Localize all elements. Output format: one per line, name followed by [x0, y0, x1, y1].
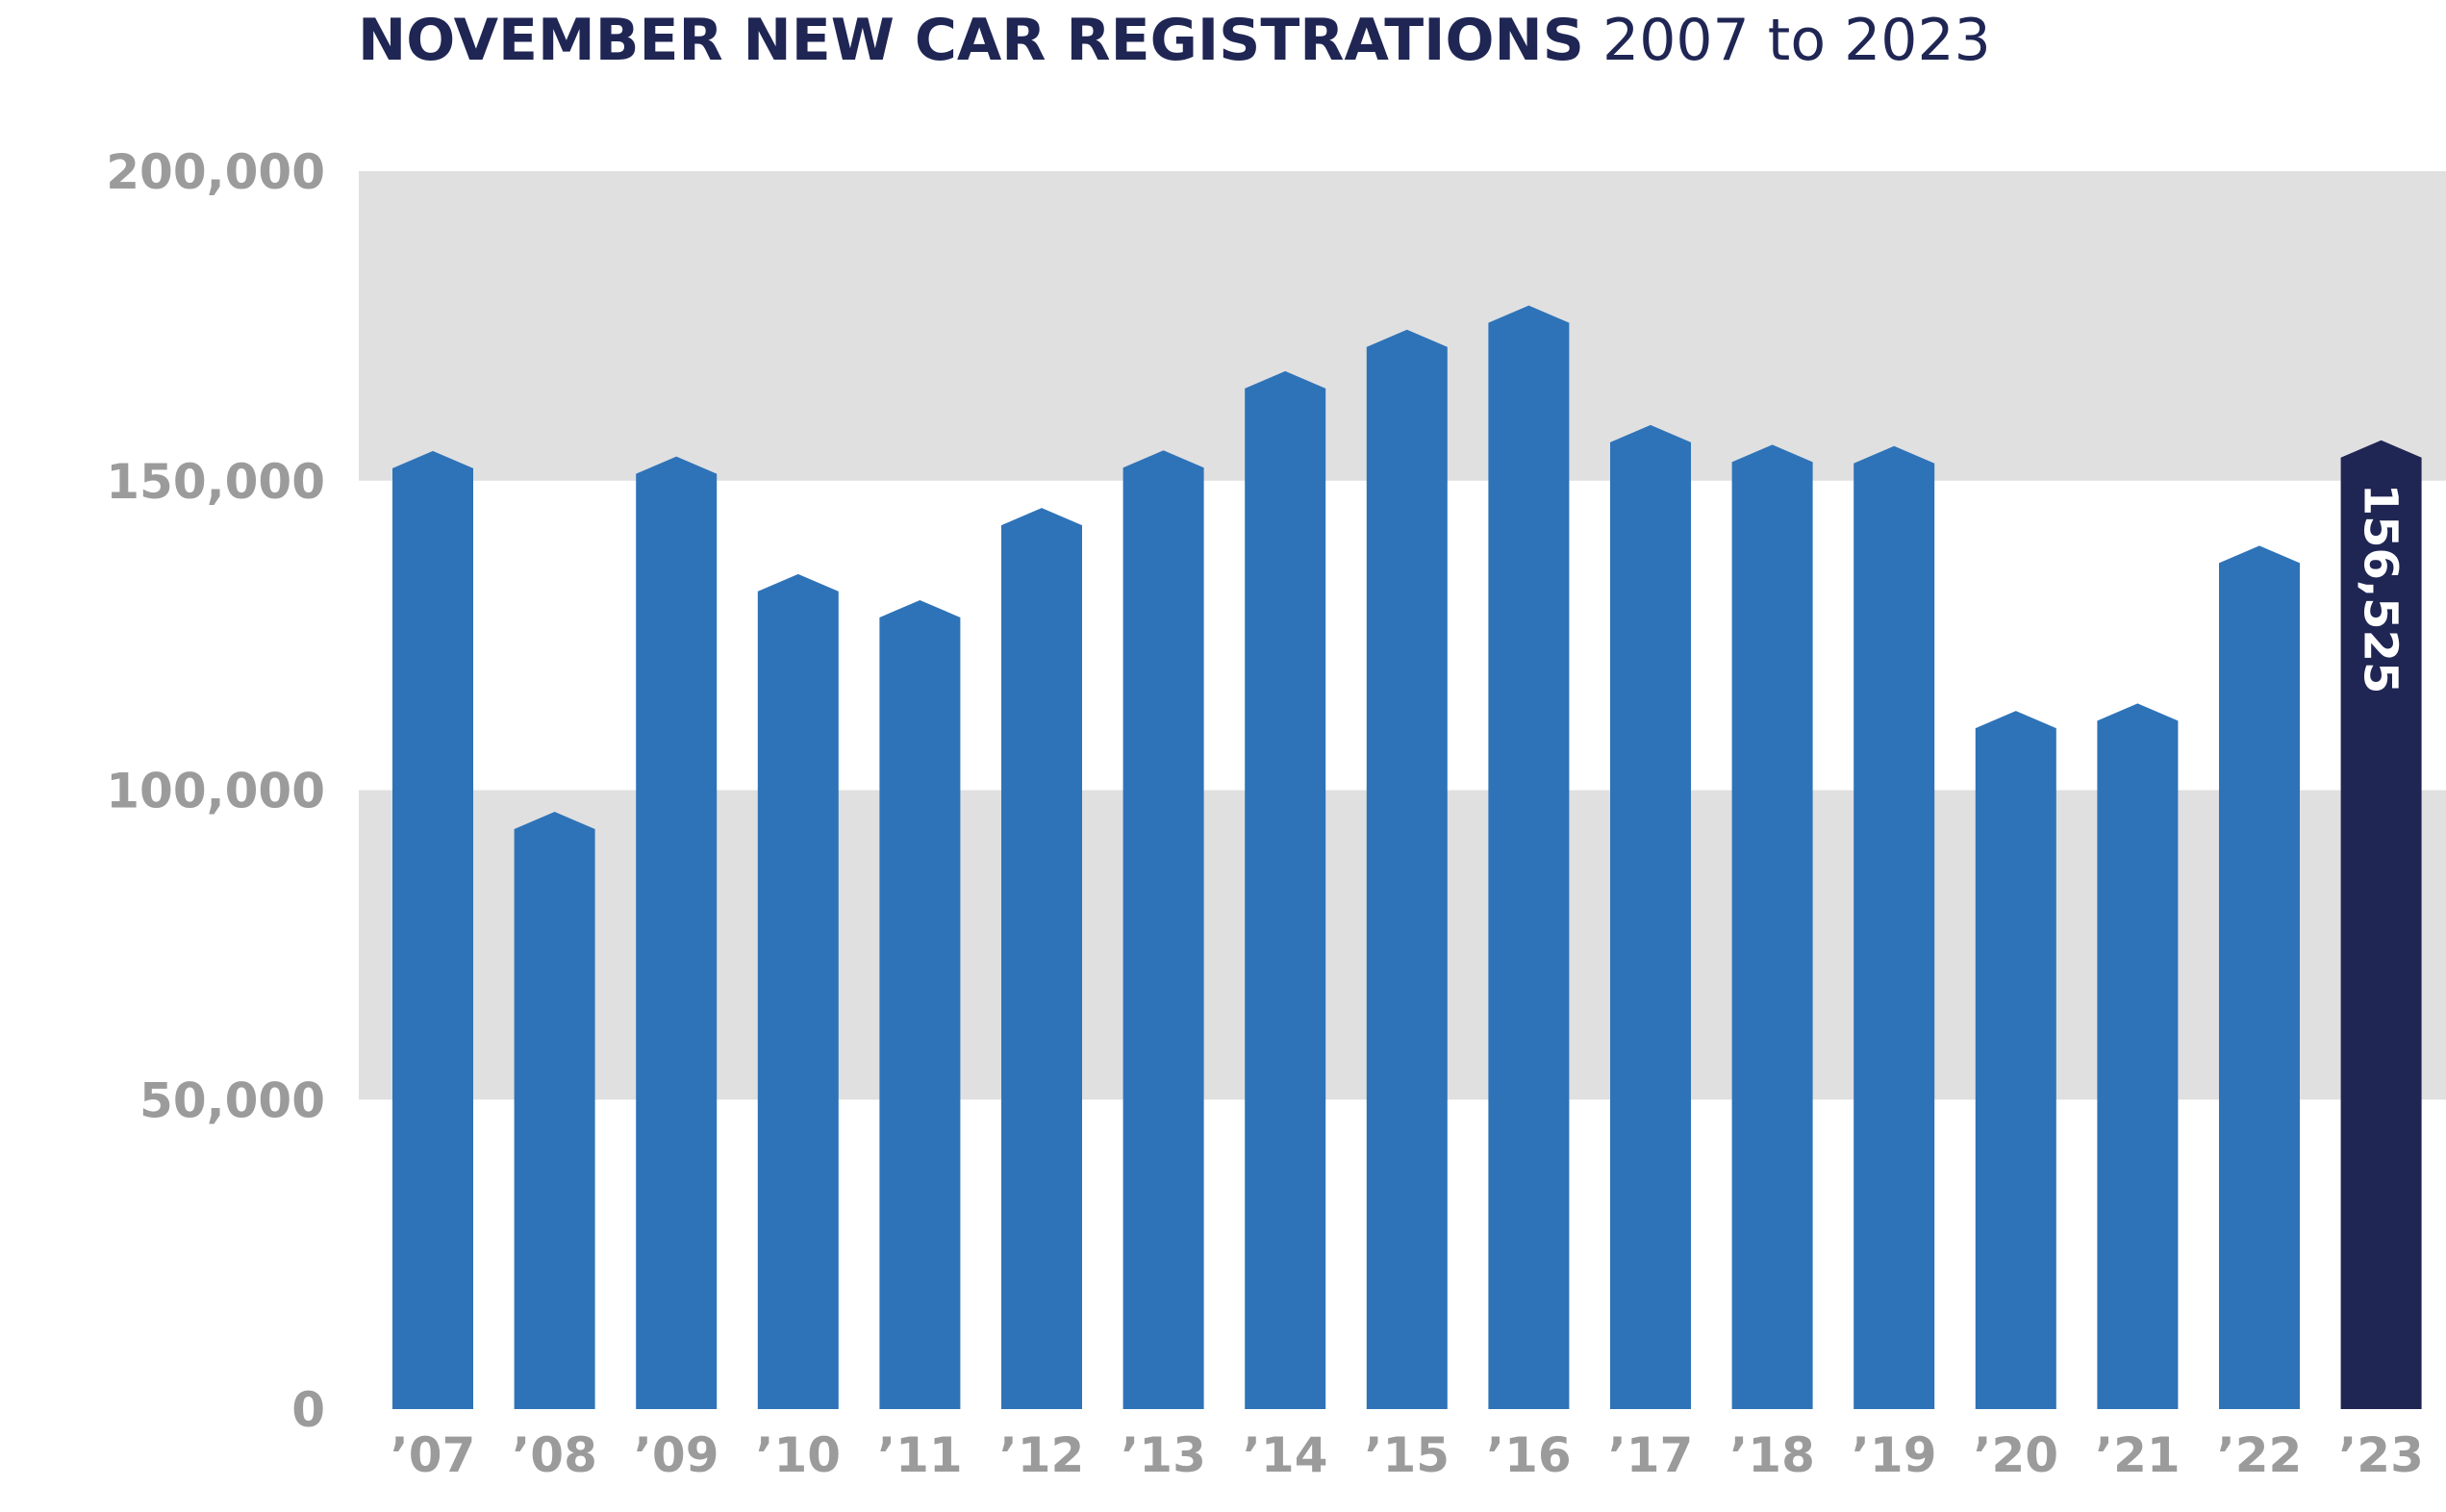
x-tick-label: ’19 — [1852, 1427, 1937, 1483]
x-tick-label: ’14 — [1243, 1427, 1328, 1483]
y-tick-label: 0 — [291, 1382, 325, 1438]
x-tick-label: ’20 — [1974, 1427, 2059, 1483]
bar-2 — [636, 456, 718, 1409]
y-axis: 0 50,000 100,000 150,000 200,000 — [106, 144, 325, 1438]
chart-title-main: NOVEMBER NEW CAR REGISTRATIONS — [358, 7, 1584, 74]
x-tick-label: ’08 — [512, 1427, 597, 1483]
x-tick-label: ’16 — [1486, 1427, 1572, 1483]
bar-4 — [879, 599, 961, 1409]
x-tick-label: ’13 — [1121, 1427, 1206, 1483]
bar-8 — [1366, 329, 1448, 1410]
x-tick-label: ’07 — [391, 1427, 476, 1483]
bar-9 — [1488, 305, 1570, 1409]
y-tick-label: 100,000 — [106, 764, 325, 819]
bar-13 — [1975, 711, 2056, 1409]
y-tick-label: 50,000 — [139, 1072, 325, 1128]
y-tick-label: 150,000 — [106, 454, 325, 510]
data-labels: 156,525 — [2354, 484, 2408, 694]
x-tick-label: ’22 — [2217, 1427, 2303, 1483]
x-tick-label: ’11 — [877, 1427, 963, 1483]
x-tick-label: ’09 — [634, 1427, 719, 1483]
bar-15 — [2219, 545, 2300, 1409]
y-tick-label: 200,000 — [106, 144, 325, 200]
bar-11 — [1731, 444, 1813, 1409]
bars-group — [392, 305, 2422, 1410]
x-tick-label: ’12 — [999, 1427, 1085, 1483]
bar-16 — [2340, 440, 2422, 1410]
bar-10 — [1610, 424, 1691, 1410]
x-axis: ’07 ’08 ’09 ’10 ’11 ’12 ’13 ’14 ’15 ’16 ’17 ’18 ’19 ’… — [391, 1427, 2424, 1483]
bar-7 — [1245, 370, 1326, 1410]
bar-6 — [1122, 450, 1204, 1409]
x-tick-label: ’21 — [2095, 1427, 2181, 1483]
bar-1 — [514, 812, 595, 1409]
x-tick-label: ’23 — [2338, 1427, 2424, 1483]
x-tick-label: ’15 — [1365, 1427, 1450, 1483]
bar-3 — [757, 573, 839, 1409]
bar-0 — [392, 450, 473, 1409]
x-tick-label: ’17 — [1608, 1427, 1694, 1483]
bar-12 — [1853, 445, 1935, 1409]
bar-14 — [2097, 703, 2179, 1409]
x-tick-label: ’10 — [756, 1427, 842, 1483]
x-tick-label: ’18 — [1729, 1427, 1815, 1483]
bar-5 — [1001, 508, 1082, 1409]
chart-title: NOVEMBER NEW CAR REGISTRATIONS 2007 to 2… — [358, 2, 1991, 79]
chart-subtitle: 2007 to 2023 — [1602, 7, 1991, 74]
bar-data-label: 156,525 — [2354, 484, 2408, 694]
